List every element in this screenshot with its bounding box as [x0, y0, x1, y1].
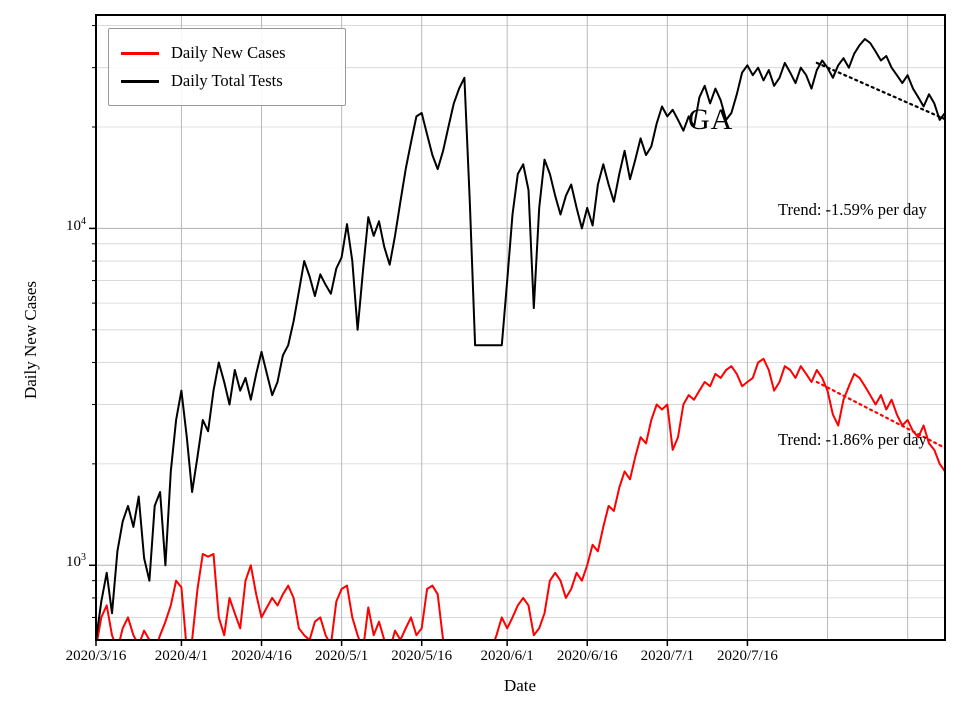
x-tick-label: 2020/5/1 [314, 648, 369, 664]
legend-line-red-icon [121, 51, 159, 55]
legend: Daily New Cases Daily Total Tests [108, 28, 346, 106]
x-tick-label: 2020/3/16 [65, 648, 127, 664]
x-tick-label: 2020/4/16 [231, 648, 292, 664]
y-tick-label-1e3: 103 [66, 552, 86, 570]
legend-line-black-icon [121, 79, 159, 83]
legend-item-daily-new-cases: Daily New Cases [121, 39, 331, 67]
trend-annotation-cases: Trend: -1.86% per day [778, 430, 927, 449]
state-annotation: GA [688, 103, 734, 136]
y-axis-label: Daily New Cases [21, 280, 40, 400]
legend-label: Daily Total Tests [171, 71, 283, 90]
x-tick-label: 2020/6/16 [556, 648, 618, 664]
x-tick-label: 2020/6/1 [480, 648, 534, 664]
x-tick-label: 2020/7/1 [640, 648, 694, 664]
y-tick-label-1e4: 104 [66, 216, 86, 234]
x-tick-label: 2020/5/16 [391, 648, 453, 664]
x-axis-label: Date [503, 676, 537, 695]
trend-annotation-tests: Trend: -1.59% per day [778, 200, 927, 219]
x-tick-label: 2020/7/16 [717, 648, 778, 664]
legend-label: Daily New Cases [171, 43, 286, 62]
x-tick-label: 2020/4/1 [154, 648, 209, 664]
legend-item-daily-total-tests: Daily Total Tests [121, 67, 331, 95]
